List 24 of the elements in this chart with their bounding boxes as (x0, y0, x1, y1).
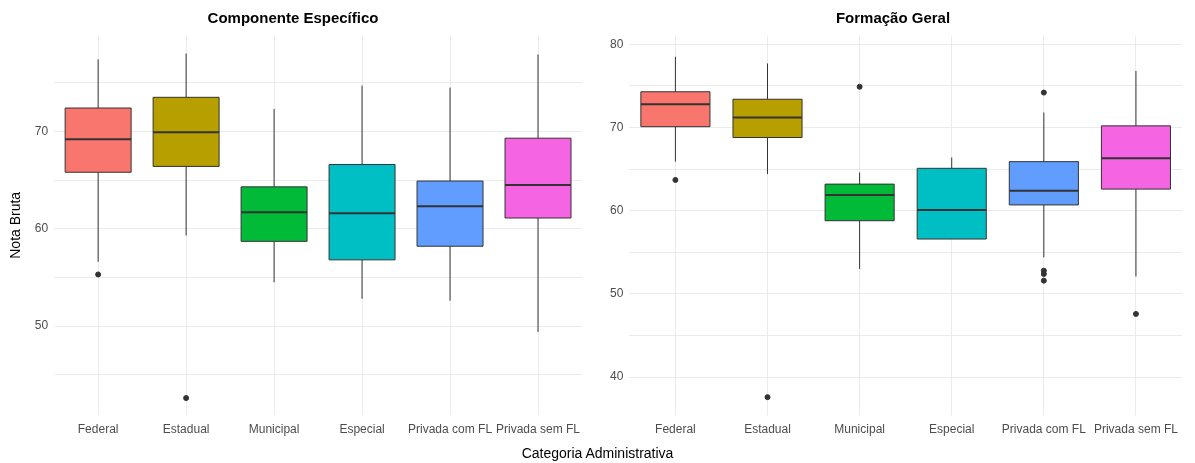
x-tick-label: Privada com FL (408, 422, 493, 437)
y-tick-label: 40 (609, 369, 624, 384)
y-tick-label: 70 (609, 119, 624, 134)
x-tick-label: Municipal (248, 422, 300, 437)
x-tick-label: Privada sem FL (1093, 422, 1179, 437)
y-tick-label: 60 (609, 203, 624, 218)
y-tick-label: 50 (609, 286, 624, 301)
x-axis-title: Categoria Administrativa (520, 445, 675, 461)
x-tick-label: Privada sem FL (496, 422, 581, 437)
y-tick-label: 50 (34, 318, 49, 333)
x-tick-label: Privada com FL (1001, 422, 1087, 437)
x-tick-label: Federal (655, 422, 696, 437)
x-tick-label: Municipal (834, 422, 885, 437)
x-tick-label: Especial (339, 422, 385, 437)
x-tick-label: Estadual (162, 422, 210, 437)
y-tick-label: 60 (34, 221, 49, 236)
y-tick-label: 70 (34, 123, 49, 138)
x-tick-label: Estadual (744, 422, 791, 437)
chart-title: Formação Geral (835, 9, 951, 27)
y-axis-title: Nota Bruta (7, 191, 24, 259)
chart-title: Componente Específico (207, 9, 379, 27)
x-tick-label: Especial (929, 422, 975, 437)
x-tick-label: Federal (77, 422, 119, 437)
y-tick-label: 80 (609, 36, 624, 51)
